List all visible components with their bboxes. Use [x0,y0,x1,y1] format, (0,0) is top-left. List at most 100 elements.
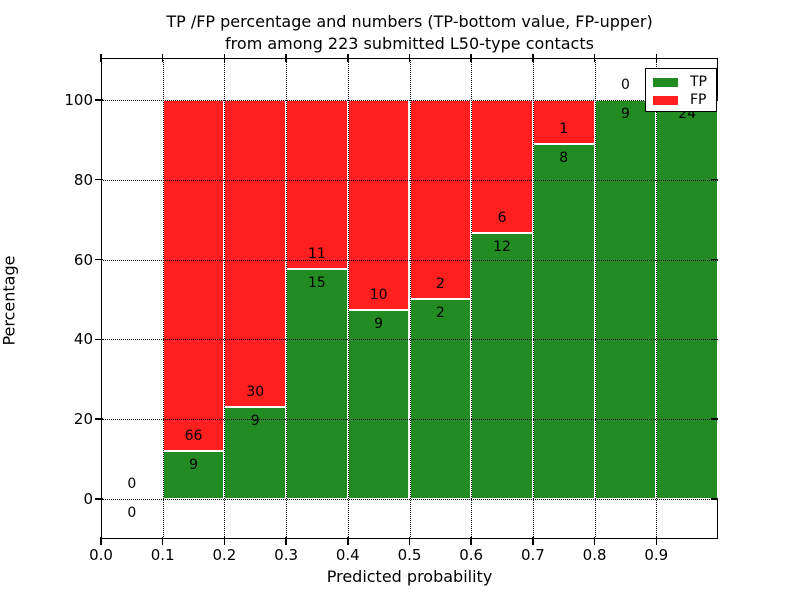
legend-label-fp: FP [690,92,707,108]
y-tick-label: 80 [73,170,93,189]
x-tick-top [470,54,472,62]
fp-color-swatch [653,95,678,105]
bar-segment-tp [532,144,595,500]
x-gridline [347,58,349,539]
y-tick-label: 0 [83,490,93,509]
x-gridline [471,58,473,539]
chart-title-line2: from among 223 submitted L50-type contac… [225,34,594,53]
y-tick-right [711,498,718,500]
tp-count-label: 0 [127,505,137,522]
x-tick-label: 0.4 [335,546,360,564]
x-tick-label: 0.5 [397,546,422,564]
bar-segment-fp [347,99,410,310]
y-tick-left [95,418,103,420]
x-tick-label: 0.0 [89,546,113,564]
bar-segment-tp [286,268,348,500]
y-tick-left [95,498,103,500]
x-gridline [656,58,658,539]
x-gridline [409,58,411,539]
fp-count-label: 6 [497,209,507,226]
x-gridline [162,58,164,539]
x-tick-bottom [470,537,472,545]
fp-count-label: 66 [184,428,203,445]
legend-label-tp: TP [690,74,707,90]
fp-count-label: 2 [435,276,445,293]
x-tick-label: 0.3 [274,546,299,564]
legend-item-tp: TP [646,73,716,91]
chart-title-line1: TP /FP percentage and numbers (TP-bottom… [166,12,653,31]
bar-segment-tp [656,99,718,500]
x-tick-bottom [223,537,226,545]
fp-count-label: 11 [308,245,326,262]
tp-count-label: 2 [435,305,445,322]
x-tick-top [285,54,287,62]
x-tick-bottom [655,537,658,545]
x-tick-top [408,54,411,62]
fp-count-label: 0 [620,76,630,93]
y-tick-label: 100 [64,90,93,109]
x-gridline [532,58,534,539]
y-tick-label: 20 [73,410,93,429]
bar-segment-fp [409,99,472,300]
tp-count-label: 12 [493,238,511,255]
x-tick-bottom [285,537,287,545]
y-tick-right [711,178,718,181]
x-tick-bottom [347,537,349,545]
x-tick-label: 0.7 [520,546,545,564]
fp-count-label: 30 [246,383,265,400]
bar-segment-tp [471,232,533,500]
x-axis-label: Predicted probability [326,567,493,586]
y-tick-label: 60 [73,250,93,269]
bar-segment-tp [594,99,657,500]
y-tick-left [95,178,103,181]
x-tick-bottom [532,537,534,545]
tp-count-label: 9 [620,105,630,122]
x-tick-top [593,54,596,62]
x-gridline [594,58,596,539]
bar-segment-fp [224,99,287,407]
fp-count-label: 0 [127,476,137,493]
x-tick-top [655,54,658,62]
bar-segment-tp [409,299,472,500]
bar-segment-tp [162,451,225,500]
x-tick-top [532,54,534,62]
x-tick-top [223,54,226,62]
x-tick-bottom [408,537,411,545]
x-tick-bottom [593,537,596,545]
tp-count-label: 15 [308,274,326,291]
fp-count-label: 10 [369,287,388,303]
x-tick-label: 0.1 [150,546,175,564]
x-tick-top [161,54,164,62]
x-tick-label: 0.9 [644,546,669,564]
tp-color-swatch [653,77,678,87]
tp-count-label: 8 [559,150,569,167]
x-tick-top [347,54,349,62]
y-axis-label: Percentage [0,255,19,346]
y-tick-left [95,99,103,101]
bar-segment-fp [162,99,225,452]
x-tick-label: 0.8 [582,546,607,564]
x-gridline [224,58,226,539]
tp-count-label: 9 [189,457,199,474]
legend: TP FP [645,68,717,112]
y-tick-label: 40 [73,330,93,349]
tp-count-label: 9 [250,412,260,429]
fp-count-label: 1 [559,121,569,138]
x-tick-bottom [100,537,102,545]
x-tick-bottom [161,537,164,545]
y-tick-right [711,258,718,261]
bar-segment-tp [347,310,410,500]
x-tick-top [100,54,102,62]
x-tick-label: 0.2 [212,546,237,564]
y-tick-right [711,418,718,420]
x-tick-label: 0.6 [459,546,484,564]
y-tick-left [95,258,103,261]
y-tick-right [711,338,718,341]
chart-title: TP /FP percentage and numbers (TP-bottom… [101,11,718,55]
tp-count-label: 9 [374,316,384,332]
bar-segment-fp [286,99,348,269]
y-tick-left [95,338,103,341]
x-gridline [286,58,288,539]
bar-segment-fp [471,99,533,233]
